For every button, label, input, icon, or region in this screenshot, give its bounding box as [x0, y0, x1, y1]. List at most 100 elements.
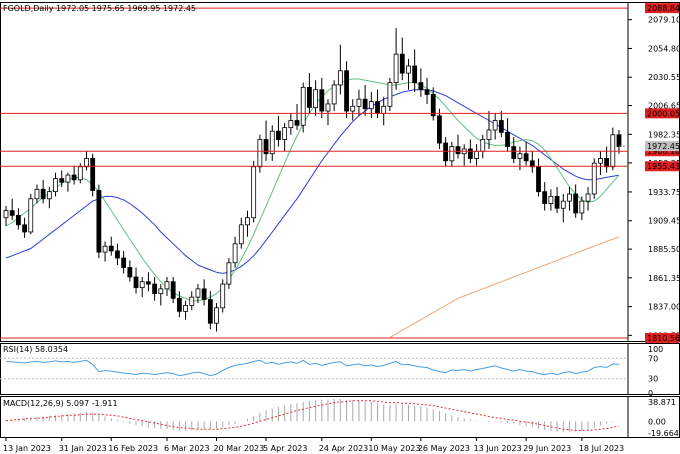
candle[interactable] — [201, 279, 207, 306]
candle[interactable] — [610, 127, 616, 171]
candle[interactable] — [294, 103, 300, 131]
candle[interactable] — [412, 49, 418, 93]
candle[interactable] — [337, 44, 343, 95]
candle[interactable] — [28, 194, 34, 235]
candle[interactable] — [331, 80, 337, 112]
candle[interactable] — [176, 291, 182, 318]
candle[interactable] — [430, 87, 436, 121]
candle[interactable] — [195, 284, 201, 304]
candle[interactable] — [133, 267, 139, 294]
candle[interactable] — [146, 272, 151, 292]
candle[interactable] — [424, 77, 430, 104]
candle[interactable] — [139, 276, 145, 298]
candle[interactable] — [437, 108, 442, 149]
candle[interactable] — [461, 144, 467, 166]
candle[interactable] — [498, 111, 504, 138]
candle[interactable] — [585, 186, 591, 211]
candle[interactable] — [387, 77, 393, 112]
candle[interactable] — [90, 153, 96, 197]
candle[interactable] — [288, 113, 294, 135]
candle[interactable] — [183, 300, 188, 320]
candle[interactable] — [158, 284, 164, 306]
candle[interactable] — [108, 236, 114, 256]
candle[interactable] — [164, 276, 170, 296]
candle[interactable] — [282, 122, 288, 152]
candle[interactable] — [257, 134, 263, 173]
candle[interactable] — [59, 170, 65, 187]
candle[interactable] — [34, 184, 40, 204]
candle[interactable] — [40, 179, 46, 204]
candle[interactable] — [523, 141, 529, 166]
candle[interactable] — [381, 96, 387, 126]
candle[interactable] — [393, 28, 399, 90]
candle[interactable] — [399, 37, 405, 81]
candle[interactable] — [226, 258, 232, 289]
candle[interactable] — [449, 141, 455, 167]
candle[interactable] — [418, 68, 424, 97]
candle[interactable] — [9, 198, 15, 221]
candle[interactable] — [492, 113, 498, 140]
candle[interactable] — [170, 276, 176, 304]
candle[interactable] — [84, 151, 89, 171]
candle[interactable] — [121, 250, 127, 274]
candle[interactable] — [598, 151, 603, 176]
candle[interactable] — [591, 158, 597, 199]
candle[interactable] — [616, 130, 622, 154]
candle[interactable] — [15, 208, 21, 230]
candle[interactable] — [276, 115, 281, 147]
candle[interactable] — [536, 158, 541, 197]
candle[interactable] — [319, 77, 325, 119]
candle[interactable] — [517, 146, 523, 171]
candle[interactable] — [548, 189, 554, 211]
candle[interactable] — [554, 186, 560, 213]
candle[interactable] — [529, 151, 535, 173]
candle[interactable] — [573, 184, 579, 218]
candle[interactable] — [46, 186, 52, 209]
candle[interactable] — [307, 73, 312, 114]
candle[interactable] — [152, 276, 158, 301]
candle[interactable] — [232, 236, 238, 268]
candle[interactable] — [455, 134, 461, 159]
candle[interactable] — [350, 99, 356, 121]
candle[interactable] — [189, 291, 195, 311]
candle[interactable] — [238, 217, 244, 249]
candle[interactable] — [325, 99, 331, 126]
candle[interactable] — [220, 279, 226, 313]
candle[interactable] — [207, 291, 213, 330]
macd-panel[interactable]: 38.871 0.00 -19.664 — [0, 396, 680, 438]
candle[interactable] — [3, 205, 9, 227]
candle[interactable] — [406, 58, 411, 90]
candle[interactable] — [604, 146, 610, 173]
candle[interactable] — [71, 165, 77, 185]
price-panel[interactable]: 2079.102054.802030.552006.651982.351958.… — [0, 2, 680, 343]
candle[interactable] — [115, 243, 120, 266]
candle[interactable] — [511, 137, 517, 164]
candle[interactable] — [344, 61, 349, 119]
candle[interactable] — [22, 217, 27, 238]
candle[interactable] — [579, 196, 585, 221]
candle[interactable] — [251, 160, 257, 223]
candle[interactable] — [214, 303, 219, 332]
candle[interactable] — [474, 144, 479, 166]
candle[interactable] — [53, 172, 58, 197]
candle[interactable] — [505, 118, 510, 152]
candle[interactable] — [245, 210, 250, 237]
candle[interactable] — [313, 80, 318, 116]
candle[interactable] — [96, 184, 102, 259]
candle[interactable] — [102, 241, 108, 262]
candle[interactable] — [368, 92, 374, 119]
candle[interactable] — [542, 182, 548, 211]
candle[interactable] — [443, 137, 449, 167]
candle[interactable] — [300, 82, 306, 133]
candle[interactable] — [356, 89, 362, 116]
candle[interactable] — [480, 134, 486, 159]
candle[interactable] — [375, 89, 380, 119]
candle[interactable] — [486, 111, 492, 149]
candle[interactable] — [263, 120, 269, 161]
candle[interactable] — [269, 125, 275, 161]
candle[interactable] — [362, 84, 368, 116]
candle[interactable] — [560, 194, 566, 223]
candle[interactable] — [127, 260, 133, 282]
candle[interactable] — [65, 172, 71, 192]
